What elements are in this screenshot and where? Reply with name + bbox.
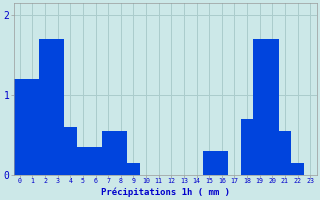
Bar xyxy=(127,163,140,175)
Bar xyxy=(64,127,77,175)
Bar xyxy=(115,131,127,175)
Bar xyxy=(39,39,52,175)
Bar xyxy=(26,79,39,175)
X-axis label: Précipitations 1h ( mm ): Précipitations 1h ( mm ) xyxy=(100,187,229,197)
Bar xyxy=(253,39,266,175)
Bar xyxy=(52,39,64,175)
Bar xyxy=(216,151,228,175)
Bar xyxy=(89,147,102,175)
Bar xyxy=(102,131,115,175)
Bar xyxy=(13,79,26,175)
Bar xyxy=(266,39,279,175)
Bar xyxy=(77,147,89,175)
Bar xyxy=(279,131,291,175)
Bar xyxy=(241,119,253,175)
Bar xyxy=(203,151,216,175)
Bar xyxy=(291,163,304,175)
